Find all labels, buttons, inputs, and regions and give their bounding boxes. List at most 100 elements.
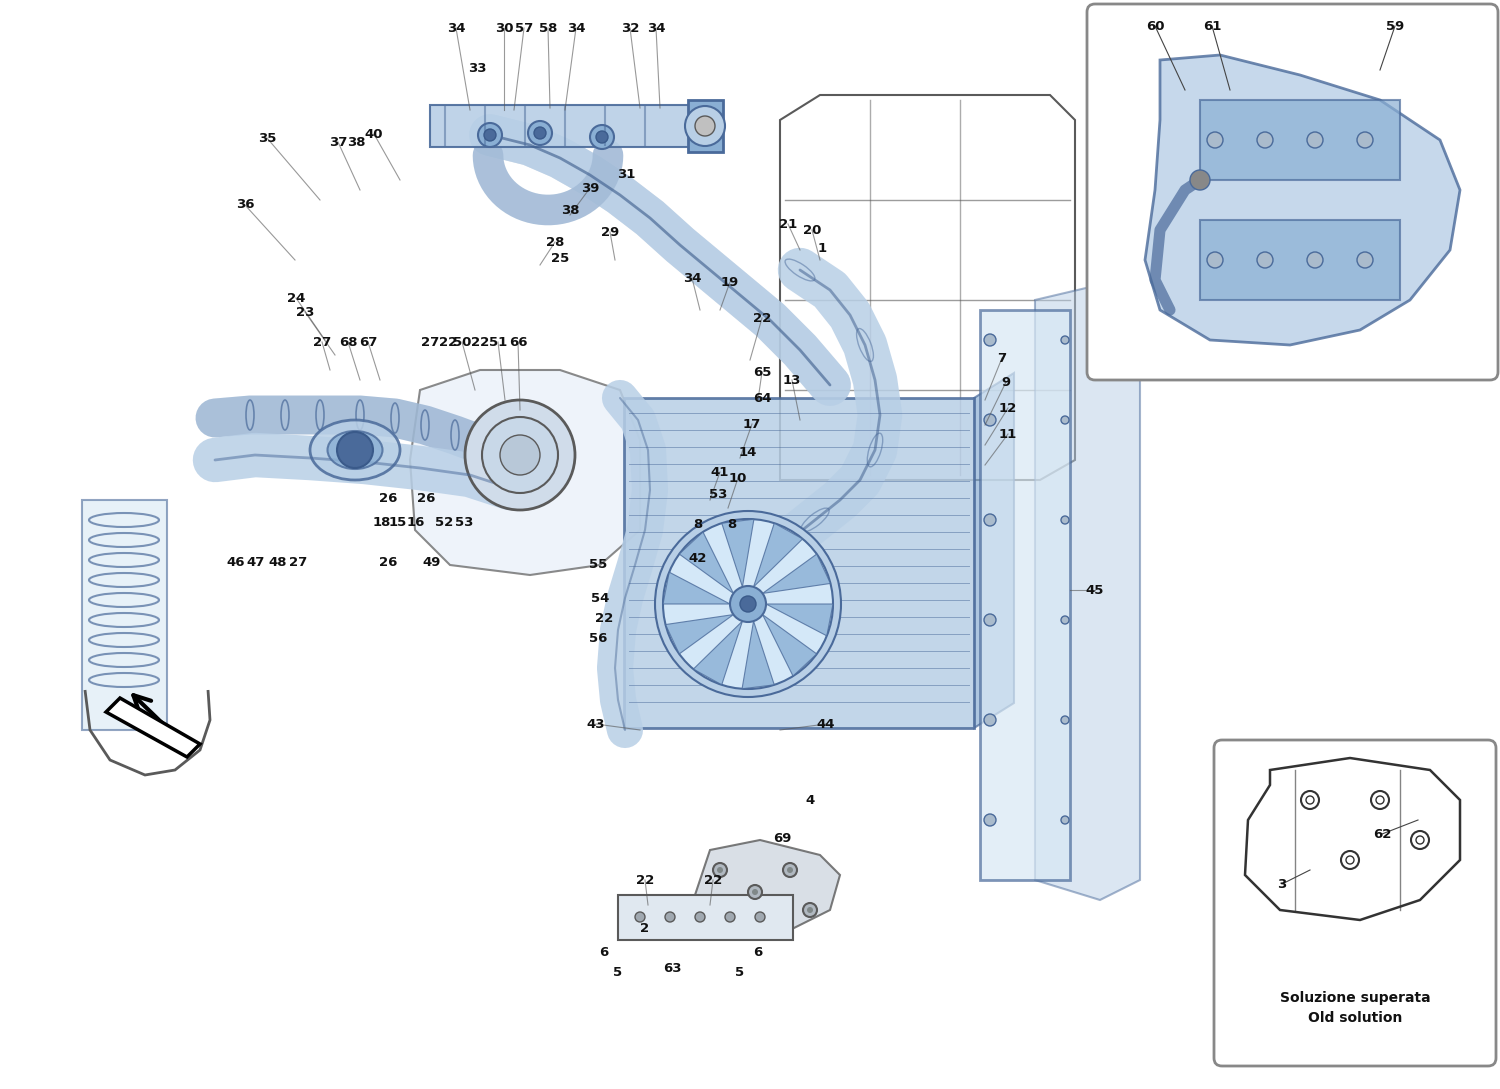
Text: 6: 6 xyxy=(753,945,762,958)
Text: 27: 27 xyxy=(422,335,440,348)
Circle shape xyxy=(1306,252,1323,268)
Circle shape xyxy=(664,911,675,922)
Polygon shape xyxy=(106,698,200,757)
Text: 14: 14 xyxy=(740,445,758,458)
Text: 59: 59 xyxy=(1386,20,1404,33)
Circle shape xyxy=(338,432,374,468)
Text: 4: 4 xyxy=(806,794,814,807)
Text: 34: 34 xyxy=(682,271,700,284)
Text: 34: 34 xyxy=(447,22,465,35)
Text: 31: 31 xyxy=(616,169,634,182)
Text: 41: 41 xyxy=(711,465,729,478)
Polygon shape xyxy=(766,604,832,636)
Circle shape xyxy=(730,586,766,622)
Text: 26: 26 xyxy=(380,491,398,504)
Circle shape xyxy=(752,889,758,895)
Text: 24: 24 xyxy=(286,292,304,305)
Text: 8: 8 xyxy=(728,517,736,530)
Text: 64: 64 xyxy=(753,392,771,404)
Text: 37: 37 xyxy=(328,135,346,148)
Circle shape xyxy=(1208,132,1222,148)
Ellipse shape xyxy=(310,420,401,480)
Circle shape xyxy=(656,511,842,697)
Polygon shape xyxy=(722,519,754,587)
Circle shape xyxy=(984,334,996,346)
Text: 50: 50 xyxy=(453,335,471,348)
Circle shape xyxy=(984,813,996,825)
Text: 35: 35 xyxy=(258,132,276,145)
Text: 36: 36 xyxy=(236,198,254,211)
Text: 53: 53 xyxy=(710,488,728,501)
Ellipse shape xyxy=(327,431,382,469)
Circle shape xyxy=(1358,132,1372,148)
Circle shape xyxy=(1060,816,1070,824)
Text: 27: 27 xyxy=(314,335,332,348)
Text: 25: 25 xyxy=(550,252,568,265)
Text: 16: 16 xyxy=(406,515,424,528)
Text: 5: 5 xyxy=(614,966,622,979)
Circle shape xyxy=(528,121,552,145)
Text: 22: 22 xyxy=(440,335,458,348)
Text: 32: 32 xyxy=(621,22,639,35)
Circle shape xyxy=(802,903,818,917)
Text: 33: 33 xyxy=(468,61,486,74)
Circle shape xyxy=(500,435,540,475)
Circle shape xyxy=(740,596,756,612)
Polygon shape xyxy=(666,614,734,654)
Text: 48: 48 xyxy=(268,555,288,568)
Circle shape xyxy=(984,514,996,526)
Circle shape xyxy=(724,911,735,922)
Text: Soluzione superata
Old solution: Soluzione superata Old solution xyxy=(1280,991,1431,1025)
Text: 57: 57 xyxy=(514,22,532,35)
Circle shape xyxy=(484,129,496,140)
Circle shape xyxy=(754,911,765,922)
Circle shape xyxy=(748,885,762,900)
Text: 27: 27 xyxy=(290,555,308,568)
Text: 69: 69 xyxy=(772,832,790,844)
Text: 8: 8 xyxy=(693,517,702,530)
Circle shape xyxy=(712,862,728,877)
Text: 1: 1 xyxy=(818,242,827,255)
Circle shape xyxy=(1190,170,1210,189)
Bar xyxy=(688,100,723,152)
Text: 11: 11 xyxy=(999,428,1017,440)
Circle shape xyxy=(1306,132,1323,148)
Circle shape xyxy=(1060,616,1070,624)
Circle shape xyxy=(482,417,558,493)
Text: 6: 6 xyxy=(600,945,609,958)
Circle shape xyxy=(596,131,608,143)
Text: 12: 12 xyxy=(999,402,1017,415)
Circle shape xyxy=(1060,516,1070,524)
Circle shape xyxy=(984,414,996,426)
Text: 22: 22 xyxy=(753,311,771,325)
Text: 66: 66 xyxy=(509,335,528,348)
Text: 53: 53 xyxy=(454,515,472,528)
Text: 17: 17 xyxy=(742,417,760,430)
Bar xyxy=(82,500,166,730)
FancyBboxPatch shape xyxy=(1088,4,1498,380)
Text: 20: 20 xyxy=(802,223,820,236)
Polygon shape xyxy=(742,621,774,689)
Polygon shape xyxy=(762,554,831,594)
Text: 9: 9 xyxy=(1002,376,1011,389)
Text: 40: 40 xyxy=(364,127,384,140)
Circle shape xyxy=(1257,132,1274,148)
Text: 46: 46 xyxy=(226,555,246,568)
Text: 21: 21 xyxy=(778,218,796,231)
Circle shape xyxy=(984,714,996,726)
Circle shape xyxy=(694,911,705,922)
Text: 67: 67 xyxy=(358,335,376,348)
Circle shape xyxy=(478,123,502,147)
Circle shape xyxy=(1257,252,1274,268)
Circle shape xyxy=(1060,715,1070,724)
Text: 43: 43 xyxy=(586,718,604,731)
Text: 18: 18 xyxy=(374,515,392,528)
Circle shape xyxy=(1208,252,1222,268)
Text: 30: 30 xyxy=(495,22,513,35)
Text: 56: 56 xyxy=(590,632,608,645)
Bar xyxy=(980,310,1070,880)
Circle shape xyxy=(1060,337,1070,344)
Bar xyxy=(618,895,794,940)
Text: 51: 51 xyxy=(489,335,507,348)
Text: 15: 15 xyxy=(388,515,406,528)
